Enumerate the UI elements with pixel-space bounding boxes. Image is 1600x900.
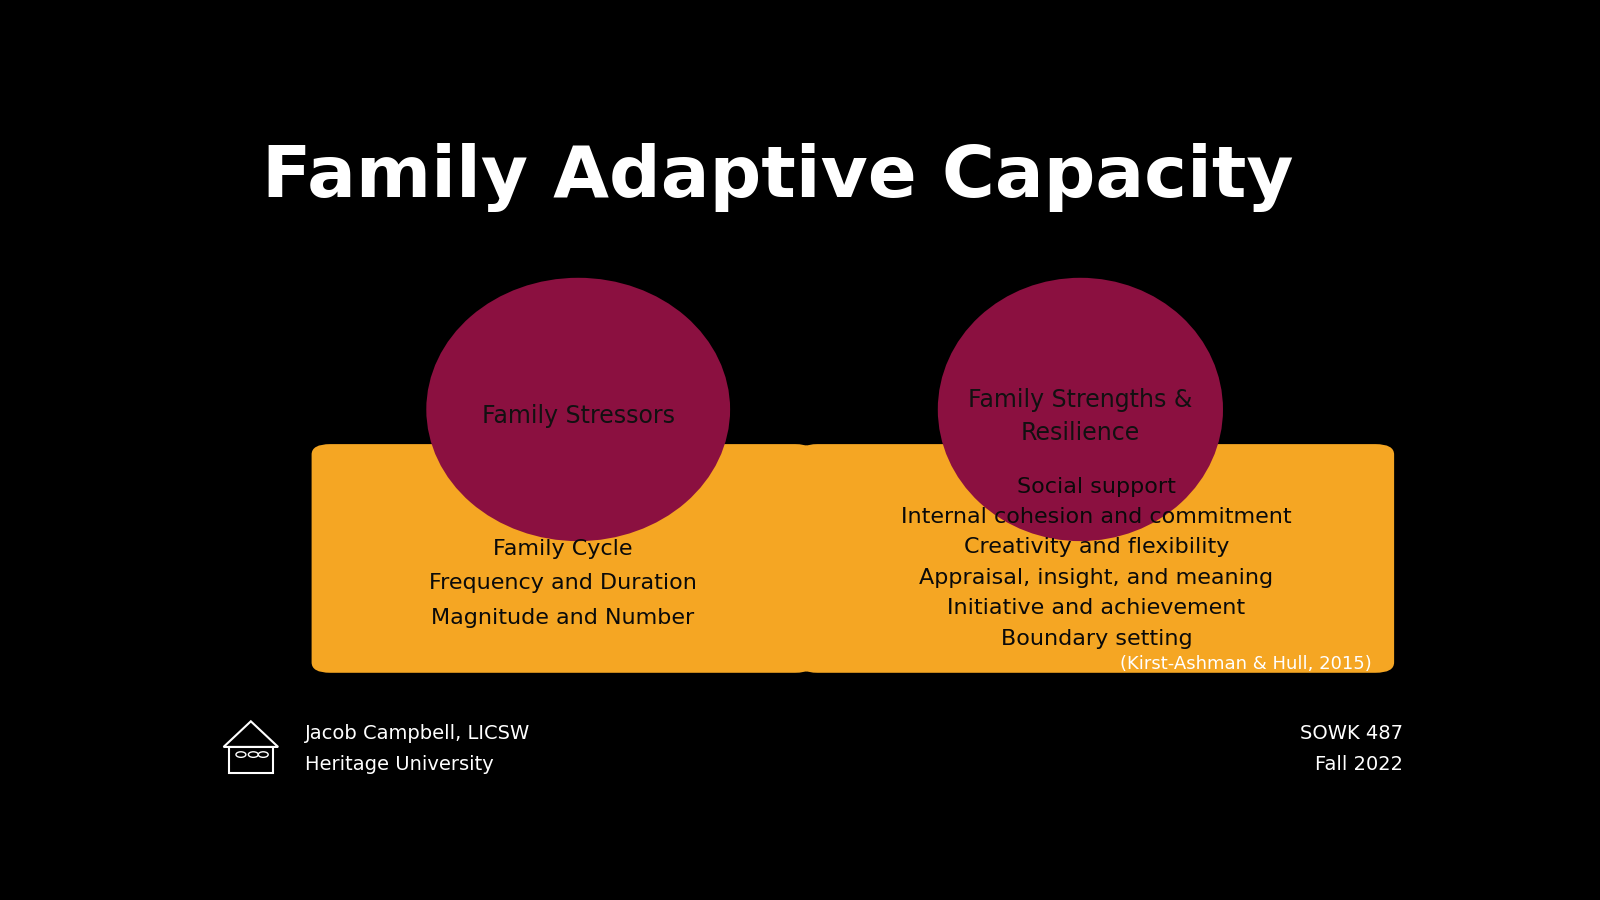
Text: (Kirst-Ashman & Hull, 2015): (Kirst-Ashman & Hull, 2015) bbox=[1120, 655, 1371, 673]
Text: Family Strengths &
Resilience: Family Strengths & Resilience bbox=[968, 388, 1192, 446]
Text: Social support
Internal cohesion and commitment
Creativity and flexibility
Appra: Social support Internal cohesion and com… bbox=[901, 477, 1291, 649]
Text: Family Stressors: Family Stressors bbox=[482, 404, 675, 428]
Text: Jacob Campbell, LICSW
Heritage University: Jacob Campbell, LICSW Heritage Universit… bbox=[306, 724, 531, 774]
Text: Family Adaptive Capacity: Family Adaptive Capacity bbox=[262, 142, 1293, 211]
Ellipse shape bbox=[426, 278, 730, 541]
FancyBboxPatch shape bbox=[798, 444, 1394, 673]
Text: Family Cycle
Frequency and Duration
Magnitude and Number: Family Cycle Frequency and Duration Magn… bbox=[429, 539, 696, 628]
Ellipse shape bbox=[938, 278, 1222, 541]
FancyBboxPatch shape bbox=[312, 444, 814, 673]
Text: SOWK 487
Fall 2022: SOWK 487 Fall 2022 bbox=[1299, 724, 1403, 774]
